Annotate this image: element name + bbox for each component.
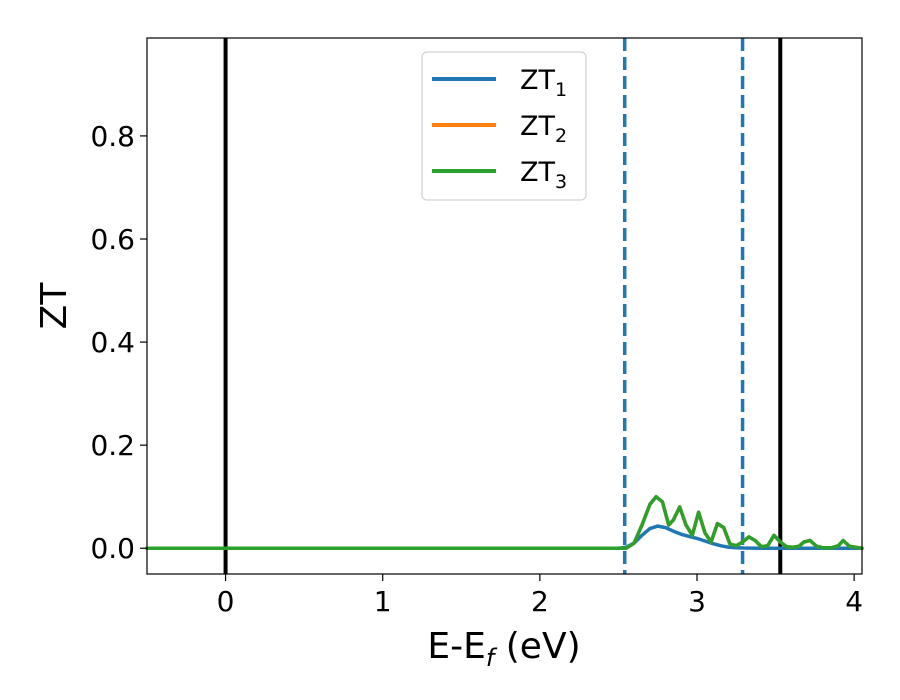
plot-frame bbox=[146, 37, 863, 575]
legend: ZT1 ZT2 ZT3 bbox=[421, 51, 587, 201]
x-tick-label-4: 4 bbox=[845, 585, 863, 618]
legend-label-2: ZT2 bbox=[520, 111, 567, 147]
x-axis-ticks: 0 1 2 3 4 bbox=[217, 574, 863, 618]
y-tick-label-0: 0.0 bbox=[90, 532, 135, 565]
vertical-reference-lines bbox=[223, 38, 783, 574]
x-tick-label-3: 3 bbox=[688, 585, 706, 618]
y-tick-label-3: 0.6 bbox=[90, 223, 135, 256]
y-tick-label-2: 0.4 bbox=[90, 326, 135, 359]
legend-label-3: ZT3 bbox=[520, 157, 567, 193]
x-tick-label-0: 0 bbox=[217, 585, 235, 618]
y-tick-label-1: 0.2 bbox=[90, 429, 135, 462]
y-tick-label-4: 0.8 bbox=[90, 120, 135, 153]
axes-frame bbox=[146, 37, 863, 575]
x-tick-label-2: 2 bbox=[531, 585, 549, 618]
series-lines bbox=[145, 494, 864, 550]
legend-box bbox=[421, 51, 587, 201]
x-tick-label-1: 1 bbox=[374, 585, 392, 618]
x-axis-label: E-Ef (eV) bbox=[427, 626, 580, 672]
y-axis-ticks: 0.0 0.2 0.4 0.6 0.8 bbox=[90, 120, 147, 565]
y-axis-label: ZT bbox=[34, 282, 75, 330]
legend-label-1: ZT1 bbox=[520, 65, 567, 101]
series-line-3 bbox=[145, 494, 864, 550]
